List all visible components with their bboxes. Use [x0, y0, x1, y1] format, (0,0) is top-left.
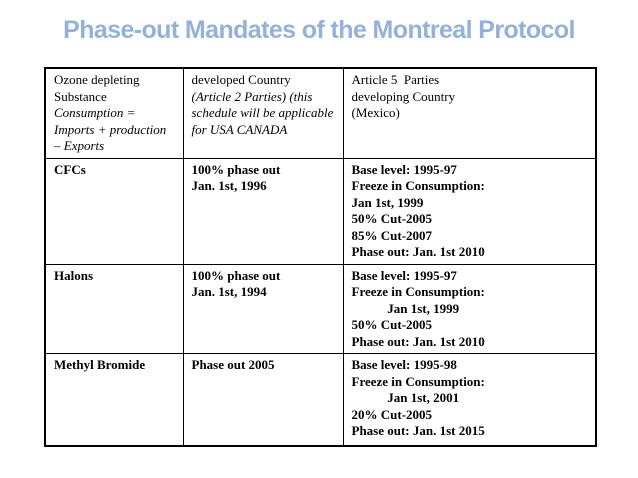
halons-developed-cell: 100% phase out Jan. 1st, 1994	[182, 263, 344, 354]
table-row-methyl-bromide: Methyl Bromide Phase out 2005 Base level…	[44, 353, 597, 446]
header-cell-substance: Ozone depleting Substance Consumption = …	[44, 67, 184, 159]
header-substance-plain: Ozone depleting Substance	[54, 72, 143, 104]
cfcs-developed-cell: 100% phase out Jan. 1st, 1996	[182, 157, 344, 265]
header-developed-italic: (Article 2 Parties) (this schedule will …	[191, 88, 337, 137]
methyl-substance-cell: Methyl Bromide	[44, 353, 184, 446]
halons-substance-cell: Halons	[44, 263, 184, 354]
table-row-halons: Halons 100% phase out Jan. 1st, 1994 Bas…	[44, 263, 597, 354]
methyl-developed-cell: Phase out 2005	[182, 353, 344, 446]
slide-title: Phase-out Mandates of the Montreal Proto…	[63, 16, 575, 44]
phase-out-table: Ozone depleting Substance Consumption = …	[44, 67, 597, 447]
header-cell-developed-country: developed Country (Article 2 Parties) (t…	[182, 67, 344, 159]
table-row-cfcs: CFCs 100% phase out Jan. 1st, 1996 Base …	[44, 157, 597, 265]
cfcs-substance-cell: CFCs	[44, 157, 184, 265]
header-substance-italic: Consumption = Imports + production – Exp…	[54, 105, 170, 153]
halons-article5-cell: Base level: 1995-97 Freeze in Consumptio…	[342, 263, 597, 354]
cfcs-article5-cell: Base level: 1995-97 Freeze in Consumptio…	[342, 157, 597, 265]
header-cell-article5: Article 5 Parties developing Country (Me…	[342, 67, 597, 159]
header-developed-plain: developed Country	[191, 72, 291, 87]
methyl-article5-cell: Base level: 1995-98 Freeze in Consumptio…	[342, 353, 597, 446]
table-header-row: Ozone depleting Substance Consumption = …	[44, 67, 597, 159]
